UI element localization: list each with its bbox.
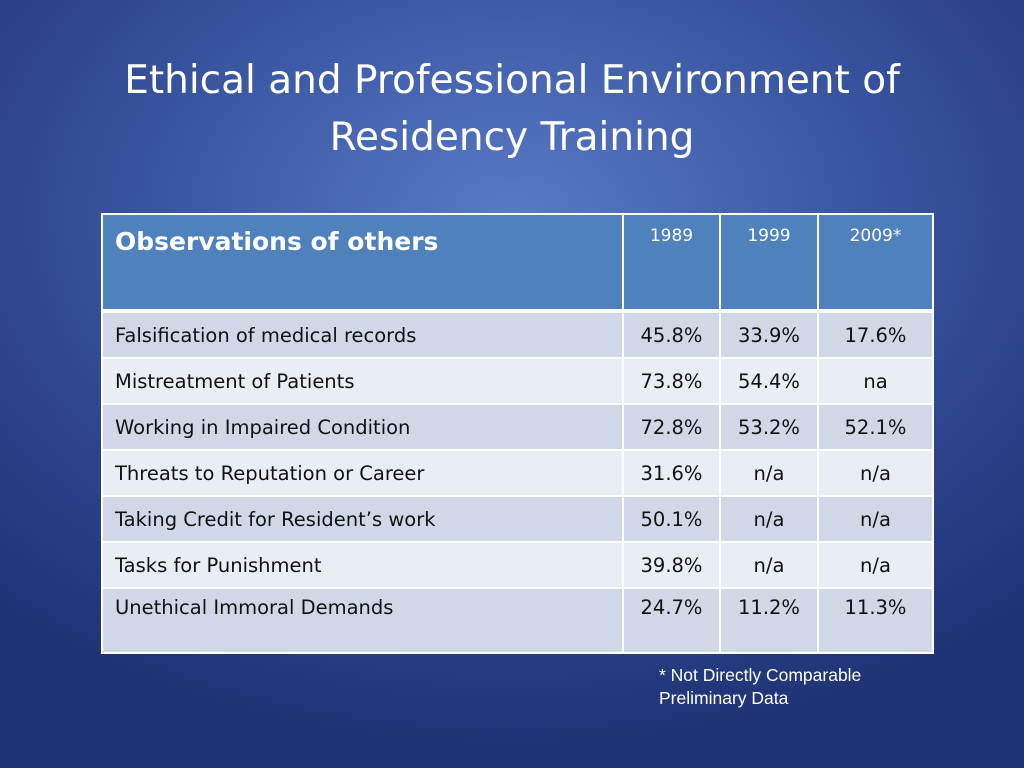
cell-1999: 33.9% <box>719 310 819 359</box>
table-row: Tasks for Punishment 39.8% n/a n/a <box>101 541 934 589</box>
table-header-row: Observations of others 1989 1999 2009* <box>101 213 934 313</box>
footnote: * Not Directly Comparable Preliminary Da… <box>659 664 861 710</box>
cell-1989: 72.8% <box>622 403 721 451</box>
table-row: Mistreatment of Patients 73.8% 54.4% na <box>101 357 934 405</box>
row-label: Mistreatment of Patients <box>101 357 624 405</box>
cell-1999: 53.2% <box>719 403 819 451</box>
cell-1989: 24.7% <box>622 587 721 654</box>
row-label: Threats to Reputation or Career <box>101 449 624 497</box>
cell-1989: 31.6% <box>622 449 721 497</box>
row-label: Taking Credit for Resident’s work <box>101 495 624 543</box>
footnote-line-1: * Not Directly Comparable <box>659 665 862 685</box>
slide-title-line-2: Residency Training <box>329 115 695 160</box>
header-observations: Observations of others <box>101 213 624 313</box>
cell-2009: 52.1% <box>817 403 934 451</box>
slide-title-line-1: Ethical and Professional Environment of <box>124 58 900 103</box>
footnote-line-2: Preliminary Data <box>659 688 789 708</box>
row-label: Tasks for Punishment <box>101 541 624 589</box>
cell-2009: na <box>817 357 934 405</box>
cell-2009: n/a <box>817 495 934 543</box>
cell-2009: n/a <box>817 541 934 589</box>
table-row: Taking Credit for Resident’s work 50.1% … <box>101 495 934 543</box>
row-label: Unethical Immoral Demands <box>101 587 624 654</box>
cell-1999: n/a <box>719 495 819 543</box>
cell-2009: 11.3% <box>817 587 934 654</box>
table-row: Working in Impaired Condition 72.8% 53.2… <box>101 403 934 451</box>
row-label: Falsification of medical records <box>101 310 624 359</box>
header-year-2009: 2009* <box>817 213 934 313</box>
cell-1999: 11.2% <box>719 587 819 654</box>
cell-1989: 45.8% <box>622 310 721 359</box>
table-row: Falsification of medical records 45.8% 3… <box>101 310 934 359</box>
header-year-1989: 1989 <box>622 213 721 313</box>
observations-table: Observations of others 1989 1999 2009* F… <box>101 213 934 654</box>
row-label: Working in Impaired Condition <box>101 403 624 451</box>
table-row: Threats to Reputation or Career 31.6% n/… <box>101 449 934 497</box>
cell-1999: 54.4% <box>719 357 819 405</box>
cell-2009: 17.6% <box>817 310 934 359</box>
header-year-1999: 1999 <box>719 213 819 313</box>
cell-1989: 50.1% <box>622 495 721 543</box>
cell-1989: 73.8% <box>622 357 721 405</box>
table-row: Unethical Immoral Demands 24.7% 11.2% 11… <box>101 587 934 654</box>
slide-title: Ethical and Professional Environment of … <box>40 52 984 166</box>
cell-2009: n/a <box>817 449 934 497</box>
cell-1989: 39.8% <box>622 541 721 589</box>
cell-1999: n/a <box>719 541 819 589</box>
cell-1999: n/a <box>719 449 819 497</box>
